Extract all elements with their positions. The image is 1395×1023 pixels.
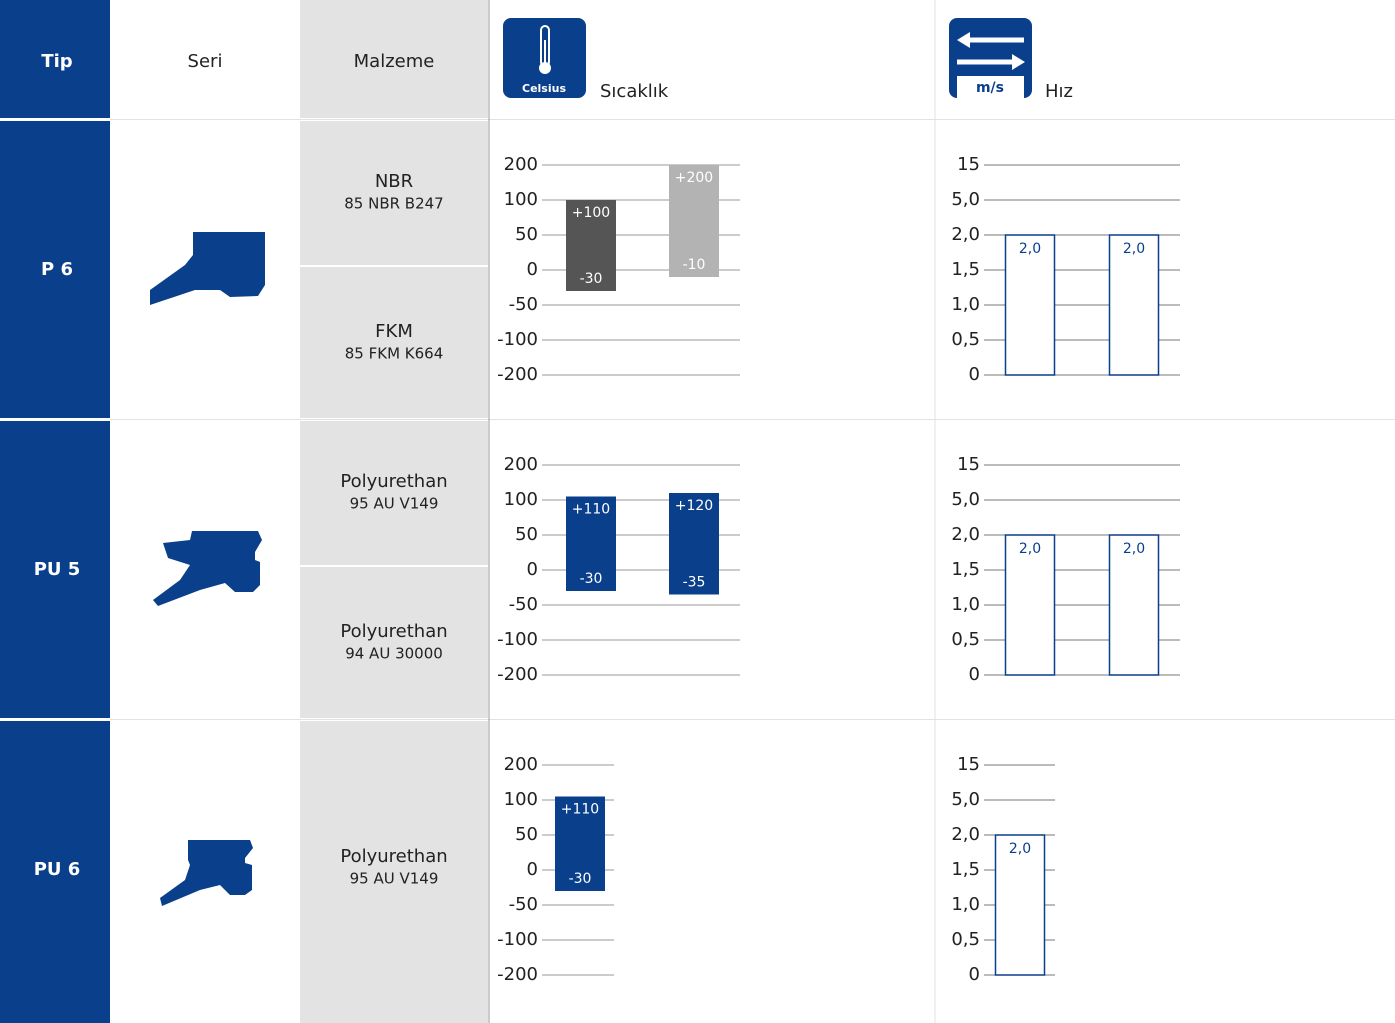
bar-high-label: +100 bbox=[572, 205, 610, 221]
y-tick-label: 200 bbox=[504, 154, 538, 175]
bar-low-label: -30 bbox=[569, 871, 592, 887]
bar-value-label: 2,0 bbox=[1123, 541, 1145, 557]
y-tick-label: 1,0 bbox=[951, 894, 980, 915]
range-bar bbox=[566, 200, 616, 291]
seal-profiles bbox=[150, 232, 265, 906]
material-code: 85 NBR B247 bbox=[344, 195, 443, 213]
material-code: 95 AU V149 bbox=[350, 870, 439, 888]
y-tick-label: 0,5 bbox=[951, 929, 980, 950]
y-tick-label: 1,0 bbox=[951, 294, 980, 315]
y-tick-label: 2,0 bbox=[951, 524, 980, 545]
y-tick-label: 50 bbox=[515, 524, 538, 545]
material-name: Polyurethan bbox=[340, 471, 447, 492]
material-code: 85 FKM K664 bbox=[345, 345, 444, 363]
speed-icon-label: m/s bbox=[976, 80, 1004, 96]
material-name: NBR bbox=[375, 171, 413, 192]
y-tick-label: 2,0 bbox=[951, 224, 980, 245]
speed-bar bbox=[1004, 534, 1056, 676]
y-tick-label: 0,5 bbox=[951, 629, 980, 650]
range-bar bbox=[669, 165, 719, 277]
y-tick-label: 2,0 bbox=[951, 824, 980, 845]
material-name: Polyurethan bbox=[340, 621, 447, 642]
y-tick-label: 5,0 bbox=[951, 789, 980, 810]
tip-label: PU 6 bbox=[34, 859, 81, 880]
bar-low-label: -30 bbox=[580, 571, 603, 587]
y-tick-label: 50 bbox=[515, 824, 538, 845]
speed-icon bbox=[949, 18, 1032, 98]
y-tick-label: 15 bbox=[957, 154, 980, 175]
y-tick-label: 1,5 bbox=[951, 559, 980, 580]
bar-low-label: -30 bbox=[580, 271, 603, 287]
header-malzeme: Malzeme bbox=[354, 51, 435, 72]
range-bar bbox=[566, 496, 616, 591]
temperature-icon-label: Celsius bbox=[522, 82, 566, 95]
y-tick-label: 0 bbox=[527, 259, 538, 280]
y-tick-label: 0 bbox=[969, 964, 980, 985]
material-code: 95 AU V149 bbox=[350, 495, 439, 513]
y-tick-label: 15 bbox=[957, 454, 980, 475]
bar-high-label: +200 bbox=[675, 170, 713, 186]
range-bar bbox=[555, 796, 605, 891]
y-tick-label: 5,0 bbox=[951, 489, 980, 510]
y-tick-label: -50 bbox=[509, 294, 538, 315]
y-tick-label: 200 bbox=[504, 754, 538, 775]
bar-low-label: -10 bbox=[683, 257, 706, 273]
y-tick-label: 0,5 bbox=[951, 329, 980, 350]
y-tick-label: 1,5 bbox=[951, 859, 980, 880]
speed-bar bbox=[1108, 234, 1160, 376]
material-name: FKM bbox=[375, 321, 413, 342]
bar-high-label: +120 bbox=[675, 498, 713, 514]
tip-label: P 6 bbox=[41, 259, 73, 280]
header-tip: Tip bbox=[41, 51, 72, 72]
y-tick-label: -200 bbox=[497, 364, 538, 385]
bar-high-label: +110 bbox=[561, 802, 599, 818]
y-tick-label: 15 bbox=[957, 754, 980, 775]
header-temperature: Sıcaklık bbox=[600, 81, 669, 102]
y-tick-label: 0 bbox=[527, 859, 538, 880]
bar-value-label: 2,0 bbox=[1009, 841, 1031, 857]
y-tick-label: -50 bbox=[509, 594, 538, 615]
header-seri: Seri bbox=[188, 51, 223, 72]
y-tick-label: 200 bbox=[504, 454, 538, 475]
y-tick-label: 100 bbox=[504, 789, 538, 810]
y-tick-label: 100 bbox=[504, 489, 538, 510]
y-tick-label: 1,5 bbox=[951, 259, 980, 280]
range-bar bbox=[669, 493, 719, 595]
y-tick-label: -100 bbox=[497, 629, 538, 650]
y-tick-label: -100 bbox=[497, 329, 538, 350]
speed-bar bbox=[1108, 534, 1160, 676]
speed-bar bbox=[994, 834, 1046, 976]
y-tick-label: 0 bbox=[527, 559, 538, 580]
material-code: 94 AU 30000 bbox=[345, 645, 443, 663]
material-name: Polyurethan bbox=[340, 846, 447, 867]
bar-value-label: 2,0 bbox=[1019, 241, 1041, 257]
temperature-icon bbox=[503, 18, 586, 98]
y-tick-label: -200 bbox=[497, 964, 538, 985]
header-speed: Hız bbox=[1045, 81, 1073, 102]
y-tick-label: -50 bbox=[509, 894, 538, 915]
bar-high-label: +110 bbox=[572, 502, 610, 518]
y-tick-label: -200 bbox=[497, 664, 538, 685]
y-tick-label: 5,0 bbox=[951, 189, 980, 210]
bar-value-label: 2,0 bbox=[1019, 541, 1041, 557]
y-tick-label: 0 bbox=[969, 364, 980, 385]
tip-label: PU 5 bbox=[34, 559, 81, 580]
y-tick-label: -100 bbox=[497, 929, 538, 950]
speed-bar bbox=[1004, 234, 1056, 376]
y-tick-label: 100 bbox=[504, 189, 538, 210]
y-tick-label: 0 bbox=[969, 664, 980, 685]
bar-value-label: 2,0 bbox=[1123, 241, 1145, 257]
y-tick-label: 1,0 bbox=[951, 594, 980, 615]
bar-low-label: -35 bbox=[683, 575, 706, 591]
y-tick-label: 50 bbox=[515, 224, 538, 245]
